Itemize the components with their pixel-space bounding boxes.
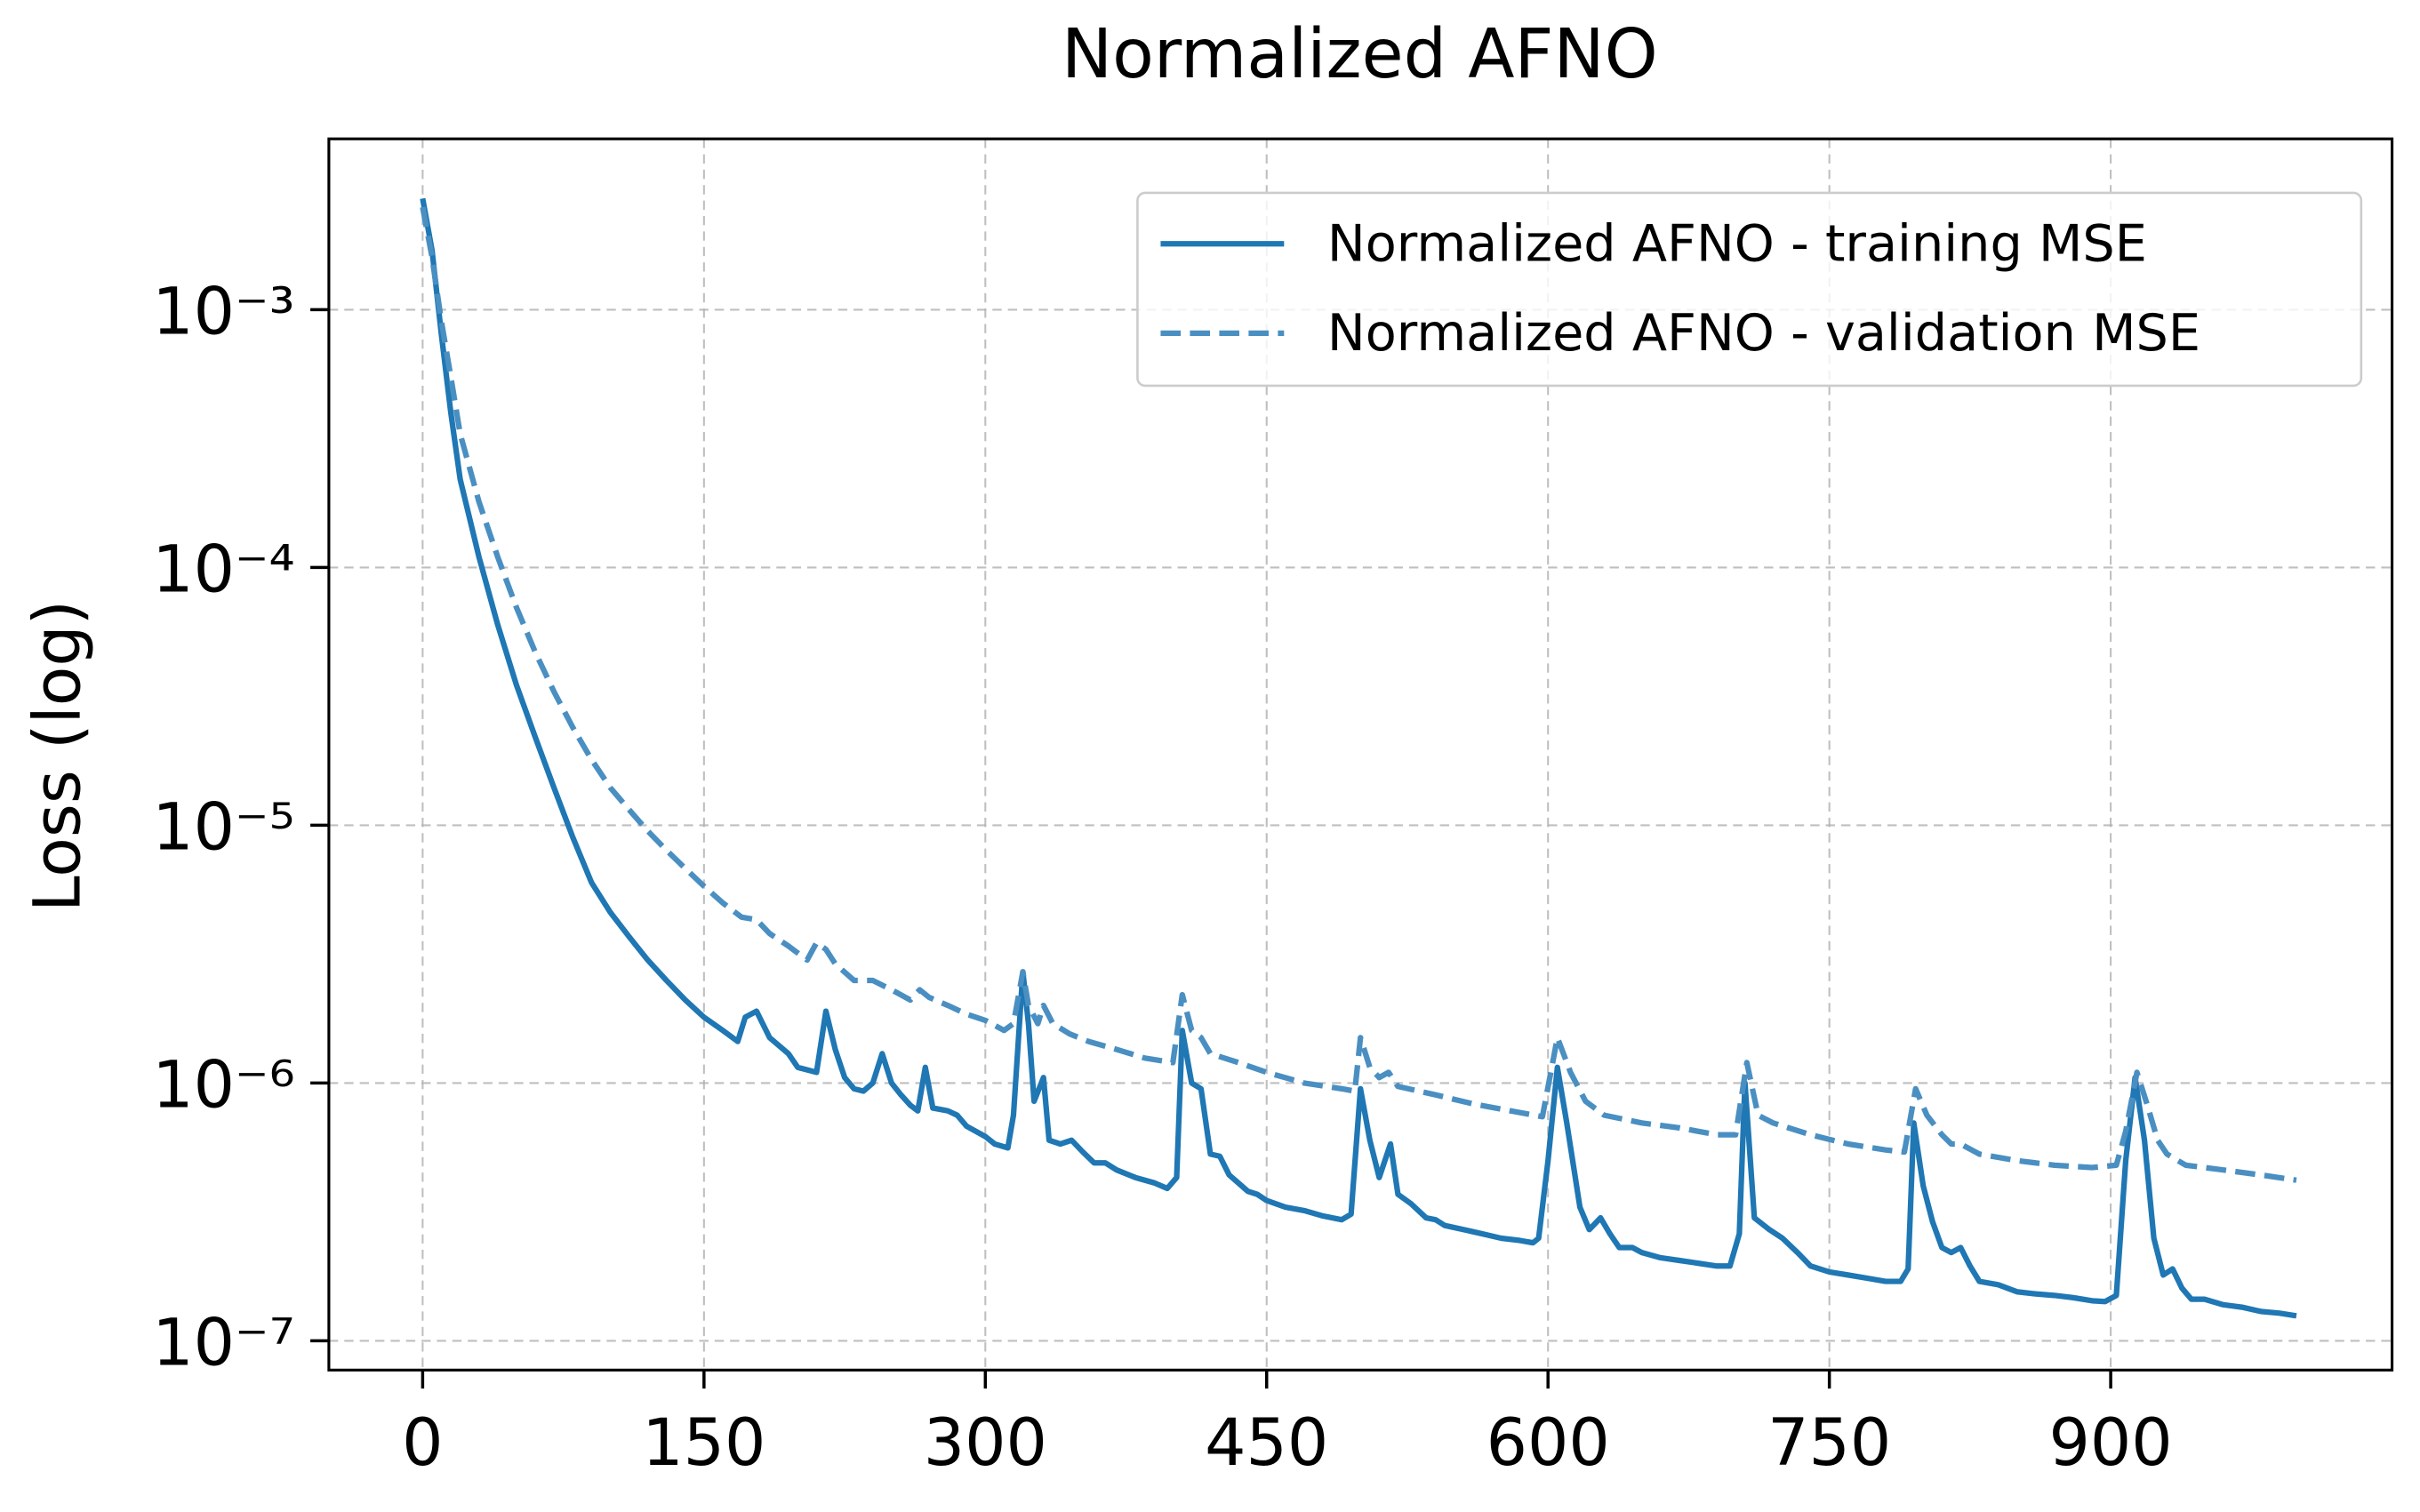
legend-label: Normalized AFNO - validation MSE <box>1327 303 2200 363</box>
y-tick-label: 10⁻⁵ <box>152 789 294 865</box>
y-tick-label: 10⁻³ <box>152 274 294 349</box>
x-tick-label: 750 <box>1767 1405 1891 1481</box>
x-tick-label: 0 <box>402 1405 443 1481</box>
x-tick-label: 300 <box>924 1405 1047 1481</box>
legend-label: Normalized AFNO - training MSE <box>1327 213 2147 273</box>
x-tick-label: 900 <box>2049 1405 2173 1481</box>
y-tick-label: 10⁻⁴ <box>152 532 294 607</box>
y-axis-label: Loss (log) <box>20 600 96 912</box>
series-line <box>420 197 2297 1319</box>
legend-box <box>1136 191 2363 388</box>
plot-frame <box>327 137 2394 1372</box>
chart-title: Normalized AFNO <box>1062 15 1658 94</box>
x-tick-label: 450 <box>1205 1405 1328 1481</box>
x-tick-label: 150 <box>642 1405 765 1481</box>
y-tick-label: 10⁻⁷ <box>152 1305 294 1380</box>
y-tick-label: 10⁻⁶ <box>152 1047 294 1123</box>
x-tick-label: 600 <box>1486 1405 1610 1481</box>
series-line <box>420 206 2297 1183</box>
